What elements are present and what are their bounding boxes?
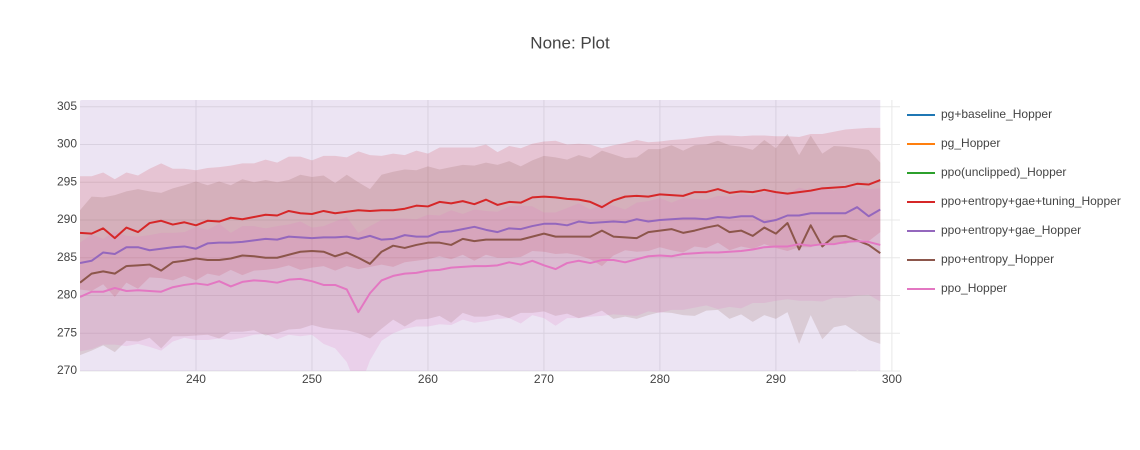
x-tick-label: 280 <box>650 372 670 386</box>
y-tick-label: 280 <box>57 288 77 302</box>
legend-label[interactable]: ppo+entropy_Hopper <box>941 252 1054 266</box>
x-tick-label: 300 <box>882 372 902 386</box>
x-tick-label: 250 <box>302 372 322 386</box>
y-tick-label: 275 <box>57 325 77 339</box>
legend-label[interactable]: ppo_Hopper <box>941 281 1007 295</box>
y-tick-label: 295 <box>57 174 77 188</box>
legend-label[interactable]: ppo(unclipped)_Hopper <box>941 165 1066 179</box>
series-line <box>80 206 881 265</box>
lines <box>80 179 881 314</box>
y-tick-label: 285 <box>57 250 77 264</box>
x-tick-label: 240 <box>186 372 206 386</box>
plot-background <box>80 100 900 371</box>
legend-label[interactable]: ppo+entropy+gae_Hopper <box>941 223 1081 237</box>
x-tick-label: 270 <box>534 372 554 386</box>
y-tick-label: 290 <box>57 212 77 226</box>
x-tick-label: 290 <box>766 372 786 386</box>
series-line <box>80 179 881 240</box>
chart-title: None: Plot <box>530 33 610 52</box>
series-line <box>80 222 881 284</box>
y-tick-label: 270 <box>57 363 77 377</box>
x-tick-label: 260 <box>418 372 438 386</box>
series-line <box>80 240 881 314</box>
bands <box>80 100 881 371</box>
error-band <box>80 127 881 298</box>
legend-label[interactable]: pg_Hopper <box>941 136 1000 150</box>
error-band <box>80 133 881 356</box>
y-tick-label: 305 <box>57 99 77 113</box>
legend-label[interactable]: pg+baseline_Hopper <box>941 107 1052 121</box>
error-band <box>80 100 881 371</box>
legend: pg+baseline_Hopper pg_Hopper ppo(unclipped… <box>907 107 1121 295</box>
legend-label[interactable]: ppo+entropy+gae+tuning_Hopper <box>941 194 1121 208</box>
grid: 270 275 280 285 290 295 300 305 240 250 260 270 280 2… <box>57 99 902 386</box>
y-tick-label: 300 <box>57 137 77 151</box>
